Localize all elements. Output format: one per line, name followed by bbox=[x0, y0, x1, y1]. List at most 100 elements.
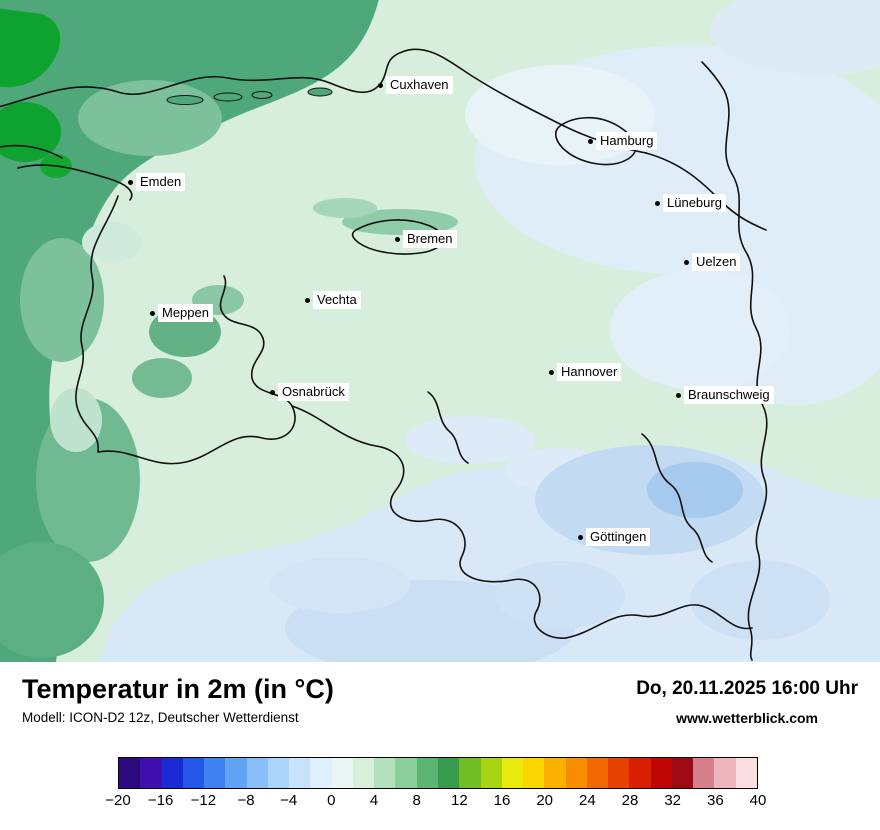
footer-right: Do, 20.11.2025 16:00 Uhr www.wetterblick… bbox=[636, 674, 858, 726]
colorbar-tick-label: −12 bbox=[190, 792, 217, 809]
colorbar-segment-11 bbox=[352, 758, 375, 788]
inner-border-goettingen bbox=[641, 433, 713, 563]
city-marker-emden: Emden bbox=[128, 173, 186, 191]
model-info: Modell: ICON-D2 12z, Deutscher Wetterdie… bbox=[22, 710, 299, 726]
colorbar-segment-16 bbox=[459, 758, 481, 788]
colorbar-ticks: −20 −16 −12 −8 −4 0 4 8 12 16 20 24 28 32 36 40 bbox=[105, 792, 766, 814]
east-state-border bbox=[701, 61, 768, 661]
city-marker-hannover: Hannover bbox=[549, 363, 622, 381]
colorbar-segment-17 bbox=[480, 758, 502, 788]
city-label: Uelzen bbox=[692, 253, 741, 271]
city-dot-icon bbox=[588, 138, 593, 144]
temperature-legend: −20 −16 −12 −8 −4 0 4 8 12 16 20 24 28 32 36 40 bbox=[105, 757, 766, 814]
city-label: Bremen bbox=[403, 230, 457, 248]
colorbar-segment-20 bbox=[544, 758, 566, 788]
coastal-islands bbox=[166, 87, 333, 105]
colorbar-segment-18 bbox=[501, 758, 524, 788]
city-marker-uelzen: Uelzen bbox=[684, 253, 741, 271]
colorbar-segment-24 bbox=[629, 758, 651, 788]
colorbar-tick-label: 0 bbox=[327, 792, 336, 809]
city-label: Hannover bbox=[557, 363, 622, 381]
city-label: Göttingen bbox=[586, 528, 651, 546]
colorbar-segment-29 bbox=[735, 758, 757, 788]
weather-map: Cuxhaven Hamburg Emden Lüneburg Bremen Uelzen… bbox=[0, 0, 880, 662]
colorbar bbox=[118, 757, 758, 789]
colorbar-segment-15 bbox=[437, 758, 460, 788]
colorbar-segment-7 bbox=[267, 758, 290, 788]
colorbar-segment-10 bbox=[331, 758, 353, 788]
colorbar-segment-13 bbox=[395, 758, 417, 788]
city-dot-icon bbox=[676, 392, 681, 398]
city-marker-bremen: Bremen bbox=[395, 230, 457, 248]
colorbar-segment-0 bbox=[119, 758, 141, 788]
city-marker-hamburg: Hamburg bbox=[588, 132, 658, 150]
colorbar-segment-12 bbox=[374, 758, 396, 788]
colorbar-tick-label: 16 bbox=[493, 792, 511, 809]
colorbar-tick-label: 24 bbox=[578, 792, 596, 809]
colorbar-segment-19 bbox=[523, 758, 545, 788]
city-marker-osnabruck: Osnabrück bbox=[270, 383, 349, 401]
colorbar-segment-25 bbox=[650, 758, 672, 788]
city-marker-meppen: Meppen bbox=[150, 304, 213, 322]
colorbar-segment-2 bbox=[161, 758, 183, 788]
colorbar-tick-label: −8 bbox=[237, 792, 255, 809]
colorbar-tick-label: 12 bbox=[450, 792, 468, 809]
city-marker-luneburg: Lüneburg bbox=[655, 194, 726, 212]
datetime-label: Do, 20.11.2025 16:00 Uhr bbox=[636, 678, 858, 699]
colorbar-segment-26 bbox=[671, 758, 694, 788]
colorbar-segment-9 bbox=[310, 758, 332, 788]
city-dot-icon bbox=[578, 534, 583, 540]
colorbar-segment-14 bbox=[416, 758, 438, 788]
colorbar-tick-label: 40 bbox=[749, 792, 767, 809]
city-label: Cuxhaven bbox=[386, 76, 453, 94]
inner-border-center bbox=[427, 391, 469, 464]
colorbar-tick-label: −20 bbox=[105, 792, 131, 809]
footer: Temperatur in 2m (in °C) Modell: ICON-D2… bbox=[0, 662, 880, 830]
coastline-elbe-border bbox=[0, 48, 647, 154]
colorbar-tick-label: −16 bbox=[147, 792, 174, 809]
city-label: Vechta bbox=[313, 291, 361, 309]
city-label: Meppen bbox=[158, 304, 213, 322]
city-dot-icon bbox=[655, 200, 660, 206]
city-dot-icon bbox=[395, 236, 400, 242]
city-layer: Cuxhaven Hamburg Emden Lüneburg Bremen Uelzen… bbox=[128, 76, 774, 546]
city-label: Braunschweig bbox=[684, 386, 774, 404]
colorbar-segment-28 bbox=[714, 758, 736, 788]
colorbar-segment-5 bbox=[225, 758, 247, 788]
city-marker-vechta: Vechta bbox=[305, 291, 361, 309]
colorbar-segment-1 bbox=[140, 758, 162, 788]
city-dot-icon bbox=[150, 310, 155, 316]
city-marker-gottingen: Göttingen bbox=[578, 528, 651, 546]
border-lines bbox=[0, 48, 768, 661]
city-label: Hamburg bbox=[596, 132, 658, 150]
colorbar-tick-label: 8 bbox=[412, 792, 421, 809]
south-border-west bbox=[291, 405, 567, 639]
colorbar-tick-label: 20 bbox=[536, 792, 553, 809]
footer-header: Temperatur in 2m (in °C) Modell: ICON-D2… bbox=[22, 674, 858, 726]
southwest-inner-border bbox=[97, 275, 296, 465]
colorbar-segment-23 bbox=[608, 758, 630, 788]
city-dot-icon bbox=[305, 297, 310, 303]
colorbar-segment-8 bbox=[289, 758, 311, 788]
warm-green-region bbox=[0, 0, 458, 662]
temperature-field-svg bbox=[0, 0, 880, 662]
colorbar-tick-label: 36 bbox=[706, 792, 724, 809]
cool-blue-patches bbox=[270, 445, 830, 662]
bremen-enclave-border bbox=[351, 219, 444, 255]
colorbar-segment-6 bbox=[246, 758, 268, 788]
website-label: www.wetterblick.com bbox=[676, 710, 819, 726]
colorbar-segment-3 bbox=[182, 758, 205, 788]
colorbar-segment-22 bbox=[586, 758, 609, 788]
colorbar-tick-label: 4 bbox=[369, 792, 379, 809]
map-title: Temperatur in 2m (in °C) bbox=[22, 674, 334, 704]
footer-left: Temperatur in 2m (in °C) Modell: ICON-D2… bbox=[22, 674, 334, 725]
city-marker-braunschweig: Braunschweig bbox=[676, 386, 774, 404]
city-label: Osnabrück bbox=[278, 383, 349, 401]
west-border bbox=[75, 195, 119, 453]
colorbar-segment-21 bbox=[565, 758, 587, 788]
city-label: Lüneburg bbox=[663, 194, 726, 212]
colorbar-segment-27 bbox=[693, 758, 715, 788]
city-marker-cuxhaven: Cuxhaven bbox=[378, 76, 453, 94]
city-dot-icon bbox=[378, 82, 383, 88]
city-label: Emden bbox=[136, 173, 186, 191]
